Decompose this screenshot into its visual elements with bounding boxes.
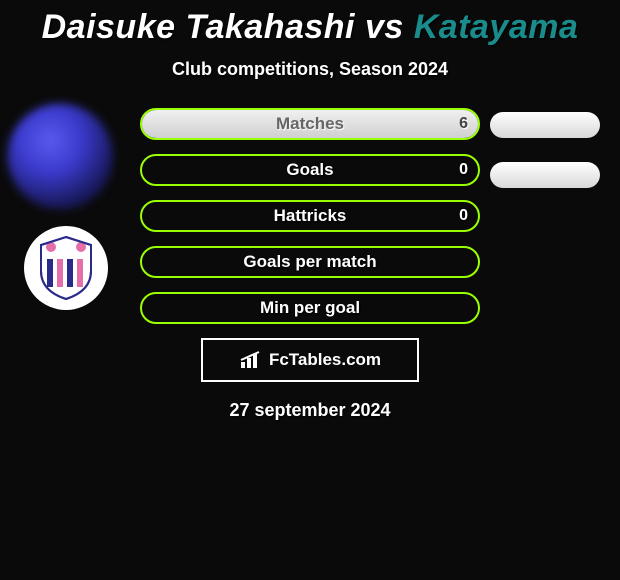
comparison-title: Daisuke Takahashi vs Katayama (0, 0, 620, 47)
club-badge (24, 226, 108, 310)
right-value-pill (490, 162, 600, 188)
stat-value-left: 0 (459, 202, 468, 230)
vs-label: vs (365, 8, 404, 46)
right-value-pill (490, 112, 600, 138)
stat-value-left: 6 (459, 110, 468, 138)
date-label: 27 september 2024 (0, 400, 620, 421)
stat-label: Goals per match (142, 248, 478, 276)
stat-value-left: 0 (459, 156, 468, 184)
stat-label: Hattricks (142, 202, 478, 230)
stat-row: Hattricks0 (140, 200, 480, 232)
right-pills (490, 108, 600, 346)
subtitle: Club competitions, Season 2024 (0, 59, 620, 80)
club-crest-icon (31, 233, 101, 303)
bars-icon (239, 350, 265, 370)
stat-label: Min per goal (142, 294, 478, 322)
player-right-name: Katayama (414, 8, 579, 46)
source-logo-text: FcTables.com (269, 350, 381, 370)
stat-fill-left (142, 110, 478, 138)
stats-content: Matches6Goals0Hattricks0Goals per matchM… (0, 108, 620, 324)
stat-row: Goals per match (140, 246, 480, 278)
stat-rows: Matches6Goals0Hattricks0Goals per matchM… (140, 108, 480, 324)
stat-row: Goals0 (140, 154, 480, 186)
stat-row: Matches6 (140, 108, 480, 140)
avatars-column (8, 104, 118, 310)
player-avatar (8, 104, 112, 208)
stat-label: Goals (142, 156, 478, 184)
source-logo: FcTables.com (201, 338, 419, 382)
stat-row: Min per goal (140, 292, 480, 324)
player-left-name: Daisuke Takahashi (42, 8, 355, 46)
